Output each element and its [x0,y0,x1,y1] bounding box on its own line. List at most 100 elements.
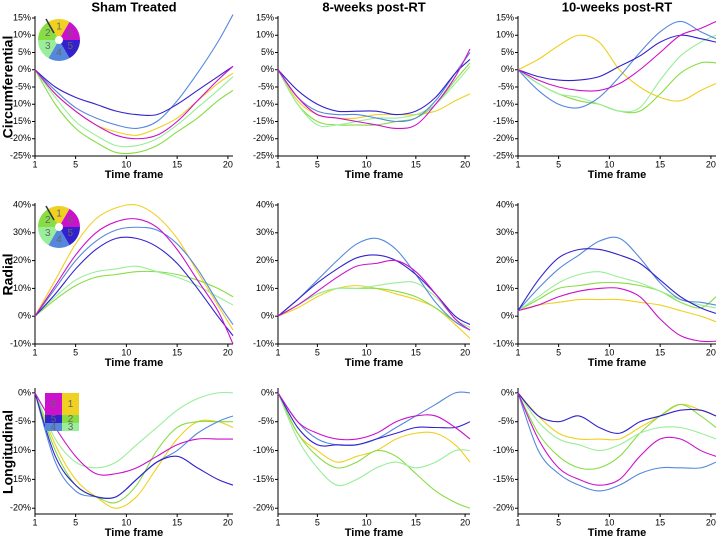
panel: Sham Treated Circumferential 15% 10% 5% 0% -5%… [0,0,234,181]
y-tick-label: 10% [256,30,274,40]
series-line [34,391,234,469]
segment-center [55,223,63,231]
series-line [34,392,234,500]
series-line [277,392,471,487]
series-line [517,34,717,113]
x-tick-label: 10 [604,517,614,527]
y-tick-label: -15% [10,474,31,484]
series-line [34,236,234,336]
segment-center [55,36,63,44]
x-tick-label: 15 [411,159,421,169]
segment-label: 2 [45,28,51,39]
x-tick-label: 1 [275,347,280,357]
y-tick-label: 40% [256,199,274,209]
y-tick-label: -10% [493,99,514,109]
y-tick-label: -15% [10,116,31,126]
y-tick-label: 15% [13,12,31,22]
segment [48,40,70,61]
segment [62,393,79,415]
y-tick-label: -20% [493,503,514,513]
series-line [277,58,471,116]
x-tick-label: 20 [706,159,716,169]
y-tick-label: -10% [253,445,274,455]
series-line [517,287,717,343]
x-tick-label: 10 [121,347,131,357]
x-tick-label: 1 [515,347,520,357]
y-tick-label: -5% [15,81,31,91]
series-line [34,65,234,140]
series-line [277,392,471,441]
series-line [517,392,717,434]
segment [62,415,79,423]
y-tick-label: 15% [256,12,274,22]
series-line [517,20,717,92]
x-tick-label: 5 [556,159,561,169]
y-tick-label: -15% [493,116,514,126]
segment-label: 4 [51,422,57,433]
x-tick-label: 20 [223,347,233,357]
y-tick-label: -5% [498,81,514,91]
x-axis-label: Time frame [588,527,647,539]
x-axis-label: Time frame [588,169,647,181]
y-tick-label: 20% [496,255,514,265]
y-tick-label: 10% [256,283,274,293]
series-line [277,237,471,331]
series-line [517,392,717,470]
y-tick-label: 0% [261,387,274,397]
segment-label: 5 [51,414,57,425]
x-tick-label: 15 [655,159,665,169]
x-tick-label: 1 [275,517,280,527]
y-tick-label: -25% [10,150,31,160]
x-tick-label: 10 [121,159,131,169]
segment [38,21,59,40]
y-tick-label: 0% [261,64,274,74]
y-tick-label: -15% [493,474,514,484]
column-title: Sham Treated [91,0,176,14]
x-axis-label: Time frame [105,169,164,181]
y-tick-label: -10% [253,99,274,109]
x-tick-label: 1 [32,347,37,357]
x-tick-label: 5 [73,159,78,169]
series-line [517,392,717,441]
column-title: 8-weeks post-RT [322,0,425,14]
x-tick-label: 5 [556,517,561,527]
y-tick-label: -5% [498,416,514,426]
x-axis-label: Time frame [105,527,164,539]
x-tick-label: 1 [515,517,520,527]
x-axis-label: Time frame [345,169,404,181]
y-tick-label: -20% [10,133,31,143]
x-tick-label: 5 [315,517,320,527]
segment-label: 3 [45,41,51,52]
series-line [517,298,717,323]
segment [38,40,59,59]
x-tick-label: 15 [411,347,421,357]
segment [45,415,62,423]
y-tick-label: 0% [18,64,31,74]
x-tick-label: 15 [172,159,182,169]
x-tick-label: 5 [556,347,561,357]
series-line [277,69,471,120]
series-line [517,34,717,102]
series-line [277,254,471,326]
segment-label: 6 [67,215,73,226]
series-line [517,392,717,486]
segment [48,227,70,248]
y-tick-label: -10% [10,99,31,109]
series-line [34,14,234,130]
y-tick-label: -10% [493,445,514,455]
series-line [34,265,234,317]
x-tick-label: 15 [172,347,182,357]
series-line [517,392,717,492]
y-tick-label: 30% [256,227,274,237]
series-line [34,65,234,117]
y-tick-label: -25% [253,150,274,160]
x-tick-label: 20 [460,347,470,357]
series-line [34,270,234,317]
y-tick-label: -15% [253,474,274,484]
segment [59,227,80,246]
segment-label: 4 [56,48,62,59]
row-label: Radial [0,253,16,295]
